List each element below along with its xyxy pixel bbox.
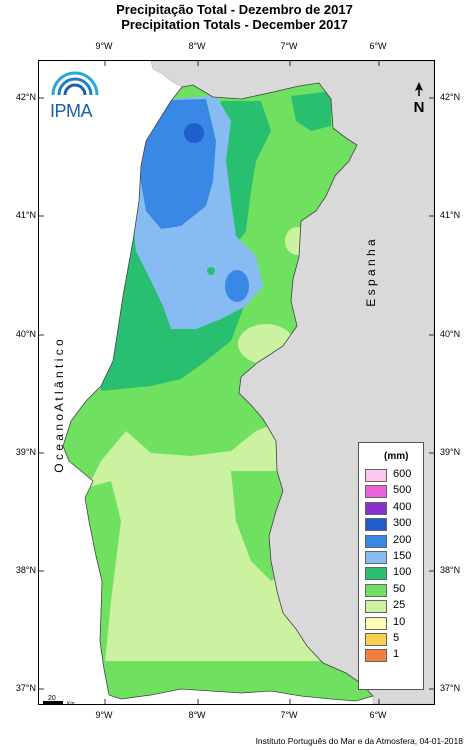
legend-swatch-1	[365, 649, 387, 663]
map-canvas: O c e a n o A t l â n t i c o E s p a n …	[39, 61, 434, 704]
scale-bar: 20 Km	[43, 695, 75, 706]
scale-number: 20	[48, 695, 56, 702]
lat-tick-left-42n: 42°N	[15, 92, 36, 102]
zone-50-100-algarve	[63, 661, 373, 701]
legend-swatch-300	[365, 518, 387, 532]
lat-tick-right-38n: 38°N	[440, 565, 461, 575]
legend-label-25: 25	[393, 599, 406, 612]
graticule-ticks	[39, 61, 434, 704]
legend-swatch-600	[365, 469, 387, 482]
lat-tick-left-38n: 38°N	[15, 565, 36, 575]
title-portuguese: Precipitação Total - Dezembro de 2017	[116, 2, 353, 17]
legend-label-500: 500	[393, 484, 412, 497]
legend-label-50: 50	[393, 582, 406, 595]
legend-swatch-200	[365, 534, 387, 548]
lon-tick-bottom-8w: 8°W	[188, 710, 206, 720]
lat-tick-right-42n: 42°N	[440, 92, 461, 102]
lon-tick-bottom-9w: 9°W	[95, 710, 113, 720]
lat-tick-left-41n: 41°N	[15, 210, 36, 220]
north-arrow-icon: N	[414, 82, 425, 116]
lat-tick-right-39n: 39°N	[440, 447, 461, 457]
lon-tick-top-8w: 8°W	[188, 41, 206, 51]
legend-swatch-400	[365, 501, 387, 515]
legend-label-200: 200	[393, 533, 412, 546]
lon-tick-bottom-6w: 6°W	[369, 710, 387, 720]
legend-label-1: 1	[393, 648, 400, 661]
credit-text: Instituto Português do Mar e da Atmosfer…	[255, 736, 463, 746]
ipma-logo-text: IPMA	[50, 101, 93, 121]
lon-tick-top-7w: 7°W	[280, 41, 298, 51]
legend-label-300: 300	[393, 517, 412, 530]
zone-100-150-minho	[291, 91, 331, 131]
lat-tick-left-37n: 37°N	[15, 683, 36, 693]
lat-tick-right-37n: 37°N	[440, 683, 461, 693]
lat-tick-left-40n: 40°N	[15, 329, 36, 339]
lat-tick-right-41n: 41°N	[440, 210, 461, 220]
legend-label-5: 5	[393, 632, 400, 644]
legend-label-100: 100	[393, 566, 412, 579]
legend-label-400: 400	[393, 500, 412, 513]
zone-spot	[207, 267, 215, 275]
zone-200-300-center	[225, 270, 249, 302]
zone-300-400	[184, 123, 204, 143]
lon-tick-top-9w: 9°W	[95, 41, 113, 51]
legend-swatch-100	[365, 567, 387, 581]
legend-unit: (mm)	[384, 451, 409, 462]
legend-box: (mm) 600 500 400 300 200 150 100 50 25 10 5 1	[358, 442, 424, 690]
spain-label: E s p a n h a	[364, 239, 378, 307]
lon-tick-bottom-7w: 7°W	[280, 710, 298, 720]
legend-swatch-10	[365, 616, 387, 630]
legend-swatch-25	[365, 600, 387, 614]
legend-swatch-50	[365, 583, 387, 597]
lat-tick-right-40n: 40°N	[440, 329, 461, 339]
ocean-label: O c e a n o A t l â n t i c o	[52, 339, 66, 473]
legend-swatch-150	[365, 551, 387, 564]
legend-swatch-500	[365, 485, 387, 499]
north-letter: N	[414, 99, 425, 116]
map-frame: O c e a n o A t l â n t i c o E s p a n …	[38, 60, 435, 705]
scale-unit: Km	[67, 701, 75, 706]
lon-tick-top-6w: 6°W	[369, 41, 387, 51]
legend-swatch-5	[365, 633, 387, 646]
title-english: Precipitation Totals - December 2017	[121, 17, 348, 32]
legend-label-10: 10	[393, 615, 406, 628]
lat-tick-left-39n: 39°N	[15, 447, 36, 457]
legend-label-150: 150	[393, 550, 412, 562]
ipma-logo-icon	[51, 71, 99, 96]
legend-label-600: 600	[393, 468, 412, 480]
